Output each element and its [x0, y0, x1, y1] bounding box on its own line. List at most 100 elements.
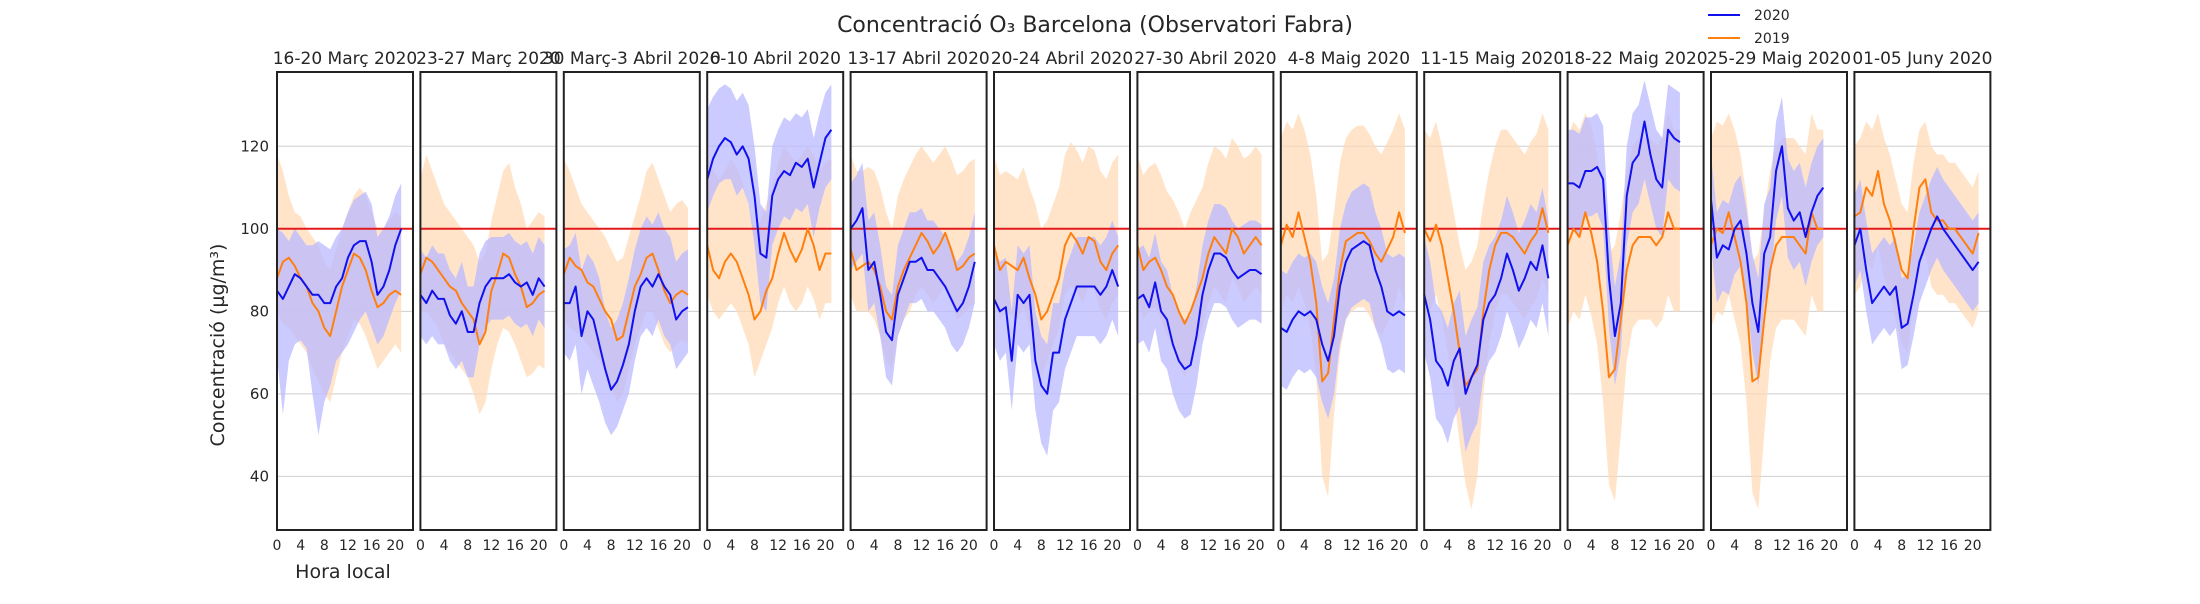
panel: 11-15 Maig 2020 0 4 8 12 16 20: [1420, 49, 1565, 554]
x-tick-label: 20: [673, 538, 691, 554]
band-2019: [994, 142, 1119, 378]
x-tick-label: 8: [1037, 538, 1046, 554]
panel-title: 18-22 Maig 2020: [1564, 49, 1708, 69]
x-tick-label: 0: [846, 538, 855, 554]
x-tick-label: 4: [1874, 538, 1883, 554]
x-tick-label: 20: [1534, 538, 1552, 554]
x-tick-label: 4: [440, 538, 449, 554]
x-tick-label: 12: [339, 538, 357, 554]
panel-frame: [419, 71, 558, 531]
x-tick-label: 16: [506, 538, 524, 554]
panel-frame: [849, 71, 988, 531]
series-line-2020: [1567, 120, 1681, 338]
x-tick-label: 16: [793, 538, 811, 554]
band-2020: [1280, 183, 1405, 419]
x-tick-label: 16: [1653, 538, 1671, 554]
x-tick-label: 4: [1013, 538, 1022, 554]
x-tick-label: 20: [960, 538, 978, 554]
panel-frame: [706, 71, 845, 531]
x-tick-label: 0: [1276, 538, 1285, 554]
series-line-2020: [1853, 215, 1980, 329]
x-tick-label: 8: [1897, 538, 1906, 554]
x-tick-label: 20: [530, 538, 548, 554]
x-axis-label: Hora local: [295, 561, 391, 583]
panel: 20-24 Abril 2020 0 4 8 12 16 20: [990, 49, 1134, 554]
panel-frame: [562, 71, 701, 531]
panel-title: 23-27 Març 2020: [416, 49, 561, 69]
band-2020: [277, 183, 402, 436]
series-line-2020: [419, 273, 546, 333]
panel: 23-27 Març 2020 0 4 8 12 16 20: [416, 49, 561, 554]
x-tick-label: 8: [1754, 538, 1763, 554]
panel: 6-10 Abril 2020 0 4 8 12 16 20: [703, 49, 845, 554]
chart-title: Concentració O₃ Barcelona (Observatori F…: [837, 13, 1353, 38]
panel-title: 11-15 Maig 2020: [1420, 49, 1564, 69]
panel-title: 27-30 Abril 2020: [1134, 49, 1276, 69]
x-tick-label: 16: [1510, 538, 1528, 554]
x-tick-label: 12: [1773, 538, 1791, 554]
panel-frame: [993, 71, 1131, 531]
x-tick-label: 16: [1080, 538, 1098, 554]
band-2020: [1711, 96, 1824, 386]
panel-title: 01-05 Juny 2020: [1852, 49, 1992, 69]
panel: 16-20 Març 2020 0 4 8 12 16 20: [273, 49, 418, 554]
x-tick-label: 4: [1300, 538, 1309, 554]
panel-frame: [1136, 71, 1275, 531]
x-tick-label: 20: [1964, 538, 1982, 554]
band-2020: [994, 220, 1119, 456]
x-tick-label: 20: [1677, 538, 1695, 554]
x-tick-label: 8: [1610, 538, 1619, 554]
x-tick-label: 12: [1630, 538, 1648, 554]
series-line-2020: [1710, 145, 1825, 333]
series-line-2019: [1566, 211, 1680, 379]
series-line-2020: [993, 269, 1120, 395]
y-axis-label: Concentració (µg/m³): [207, 244, 229, 447]
x-tick-label: 8: [463, 538, 472, 554]
x-tick-label: 20: [1820, 538, 1838, 554]
series-line-2019: [562, 252, 689, 342]
series-line-2019: [1279, 211, 1406, 383]
series-line-2019: [419, 252, 546, 346]
series-line-2019: [1853, 170, 1980, 280]
panel: 13-17 Abril 2020 0 4 8 12 16 20: [846, 49, 990, 554]
x-tick-label: 20: [1390, 538, 1408, 554]
panel-frame: [1566, 71, 1705, 531]
series-line-2019: [1710, 211, 1824, 383]
panel: 27-30 Abril 2020 0 4 8 12 16 20: [1133, 49, 1277, 554]
x-tick-label: 0: [1707, 538, 1716, 554]
series-line-2020: [1280, 240, 1406, 362]
x-tick-label: 4: [726, 538, 735, 554]
x-tick-label: 8: [750, 538, 759, 554]
x-tick-label: 12: [913, 538, 931, 554]
legend: 2020 2019: [1708, 8, 1790, 47]
panel-title: 13-17 Abril 2020: [847, 49, 989, 69]
panel-frame: [1853, 71, 1992, 531]
x-tick-label: 16: [1940, 538, 1958, 554]
band-2020: [850, 162, 975, 386]
y-tick-label: 120: [240, 137, 269, 155]
x-tick-label: 20: [1247, 538, 1265, 554]
x-tick-label: 4: [583, 538, 592, 554]
x-tick-label: 16: [1223, 538, 1241, 554]
x-tick-label: 12: [1343, 538, 1361, 554]
x-tick-label: 8: [1324, 538, 1333, 554]
x-tick-label: 20: [817, 538, 835, 554]
x-tick-label: 8: [1180, 538, 1189, 554]
series-line-2020: [563, 273, 689, 391]
panel-title: 30 Març-3 Abril 2020: [543, 49, 721, 69]
series-line-2020: [276, 228, 403, 305]
panel-frame: [1710, 71, 1848, 531]
x-tick-label: 20: [1103, 538, 1121, 554]
x-tick-label: 4: [870, 538, 879, 554]
panel-title: 16-20 Març 2020: [273, 49, 418, 69]
x-tick-label: 4: [1443, 538, 1452, 554]
series-line-2020: [849, 207, 976, 342]
x-tick-label: 0: [416, 538, 425, 554]
series-line-2020: [1136, 252, 1263, 371]
x-tick-label: 12: [1486, 538, 1504, 554]
series-line-2019: [1136, 227, 1263, 325]
x-tick-label: 12: [626, 538, 644, 554]
x-tick-label: 4: [296, 538, 305, 554]
